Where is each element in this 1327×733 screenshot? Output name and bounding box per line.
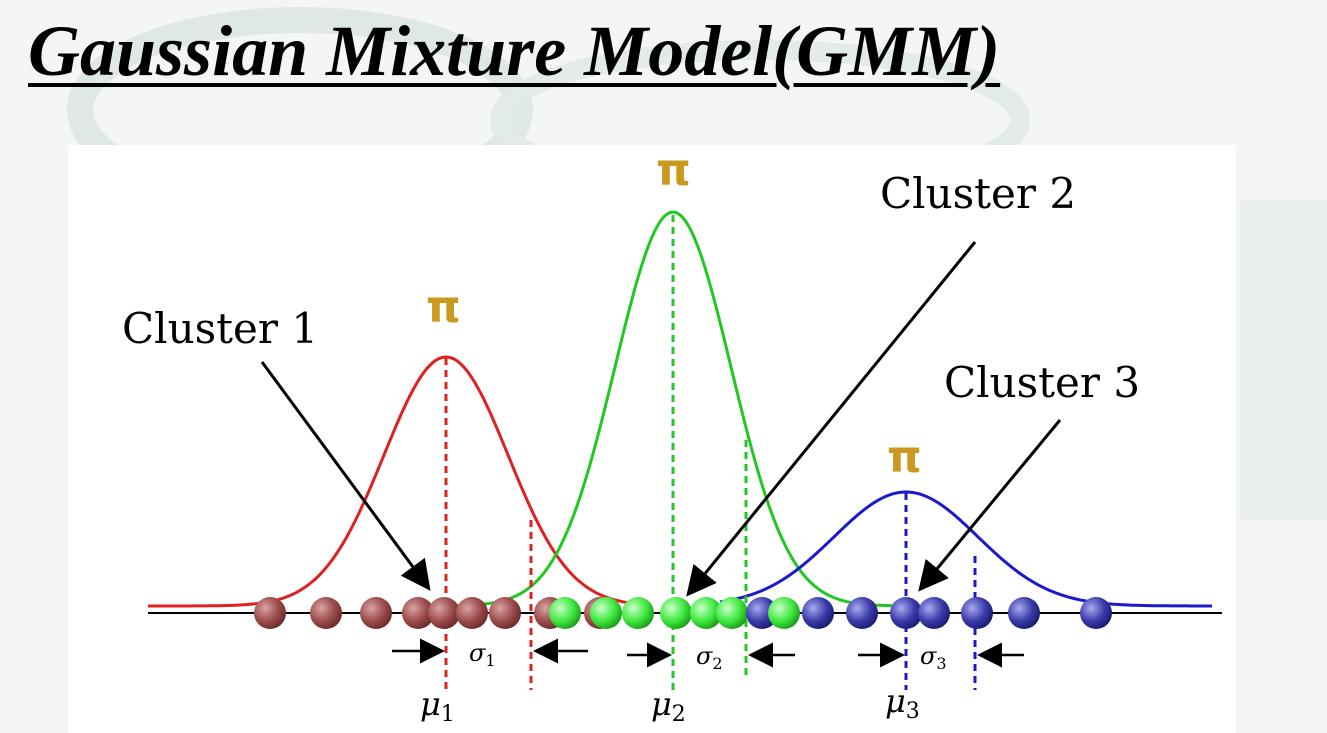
data-point [890, 597, 922, 629]
page-title: Gaussian Mixture Model(GMM) [28, 11, 1001, 91]
data-point [310, 597, 342, 629]
data-point [1008, 597, 1040, 629]
cluster-2-mu-label: μ2 [651, 685, 686, 727]
cluster-3-mu-label: μ3 [885, 682, 920, 724]
cluster-1-mu-label: μ1 [420, 685, 455, 727]
cluster-1-pi: π [426, 282, 461, 333]
data-point [746, 597, 778, 629]
data-point [660, 597, 692, 629]
diagram-panel [68, 145, 1236, 733]
data-point [622, 597, 654, 629]
cluster-3-label: Cluster 3 [944, 358, 1140, 407]
data-points [254, 597, 1112, 629]
cluster-3-pointer-arrow [918, 419, 1062, 592]
data-point [549, 597, 581, 629]
cluster-2-sigma-label: σ2 [696, 642, 723, 673]
data-point [918, 597, 950, 629]
data-point [428, 597, 460, 629]
cluster-3-sigma-label: σ3 [920, 642, 947, 673]
data-point [716, 597, 748, 629]
data-point [802, 597, 834, 629]
cluster-1-label: Cluster 1 [122, 304, 318, 353]
cluster-3-curve [719, 490, 1212, 608]
cluster-1-sigma-label: σ1 [469, 639, 496, 670]
cluster-2-pi: π [656, 145, 691, 196]
cluster-2-pointer-arrow [686, 241, 977, 597]
data-point [360, 597, 392, 629]
data-point [690, 597, 722, 629]
cluster-1-curve [148, 355, 651, 608]
data-point [768, 597, 800, 629]
data-point [961, 597, 993, 629]
cluster-2-label: Cluster 2 [880, 169, 1076, 218]
data-point [1080, 597, 1112, 629]
cluster-3-pi: π [887, 432, 922, 483]
cluster-1-pointer-arrow [260, 361, 431, 591]
data-point [590, 597, 622, 629]
data-point [254, 597, 286, 629]
data-point [489, 597, 521, 629]
data-point [402, 597, 434, 629]
data-point [456, 597, 488, 629]
data-point [846, 597, 878, 629]
cluster-2-curve [440, 210, 921, 608]
